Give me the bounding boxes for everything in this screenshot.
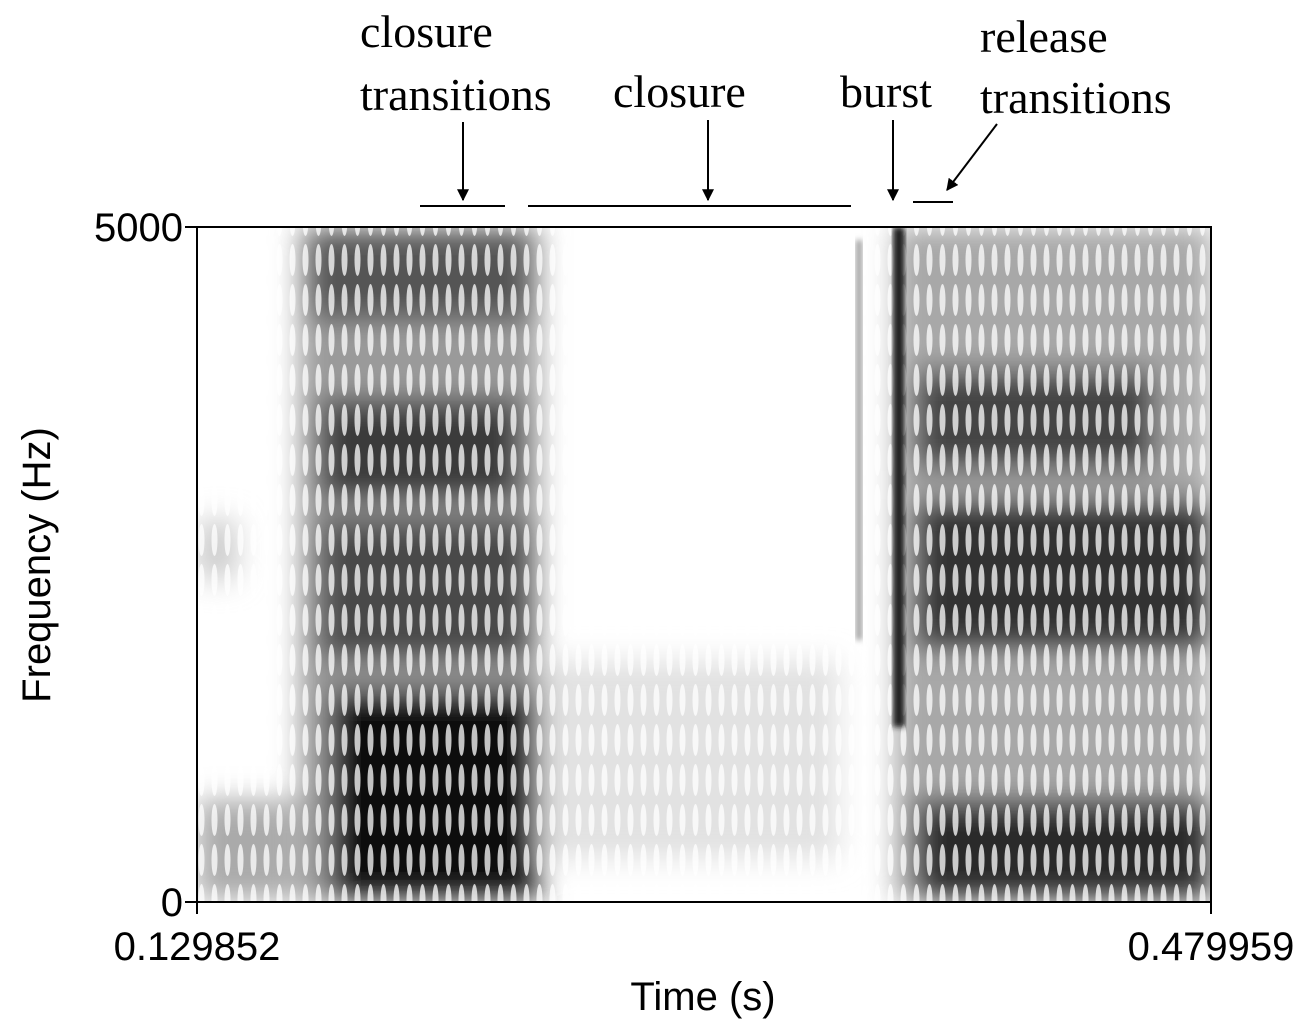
annotation-label: release (980, 11, 1108, 62)
x-tick-label: 0.129852 (114, 925, 281, 969)
y-tick-label: 0 (161, 881, 183, 925)
annotation-arrow (946, 123, 998, 191)
annotations: closure transitions closure burst release tra… (360, 6, 1172, 207)
annotation-label: transitions (980, 72, 1172, 123)
annotation-label: transitions (360, 69, 552, 120)
spectrogram-image (197, 227, 1211, 902)
plot-frame (196, 226, 1212, 903)
annotation-label: closure (613, 66, 746, 117)
x-tick-label: 0.479959 (1128, 925, 1295, 969)
x-axis-label: Time (s) (630, 975, 775, 1019)
y-tick-label: 5000 (94, 206, 183, 250)
y-axis-label: Frequency (Hz) (15, 427, 59, 703)
annotation-label: burst (840, 66, 932, 117)
annotation-label: closure (360, 6, 493, 57)
